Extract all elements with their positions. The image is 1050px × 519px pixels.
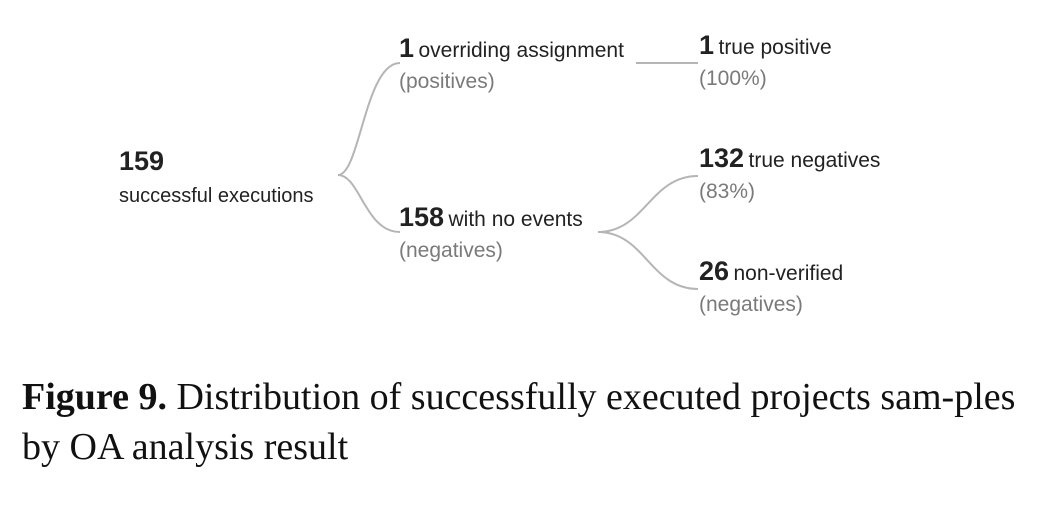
non-verified-node: 26 non-verified (negatives) [699, 256, 844, 317]
true-positive-node: 1 true positive (100%) [699, 30, 832, 91]
true-negatives-sub: (83%) [699, 179, 756, 203]
connector-lines [337, 62, 699, 290]
connector-root-to-positives [337, 62, 401, 176]
positives-node: 1 overriding assignment (positives) [399, 33, 624, 94]
negatives-count: 158 [399, 202, 445, 232]
true-positive-sub: (100%) [699, 66, 767, 90]
true-positive-count: 1 [699, 30, 715, 60]
root-count: 159 [119, 146, 165, 176]
root-node: 159 successful executions [119, 146, 314, 208]
negatives-sub: (negatives) [399, 238, 503, 262]
tree-diagram: 159 successful executions 1 overriding a… [119, 30, 881, 317]
caption-text: Distribution of successfully executed pr… [22, 376, 1016, 468]
negatives-label: with no events [448, 208, 583, 231]
positives-count: 1 [399, 33, 415, 63]
non-verified-count: 26 [699, 256, 730, 286]
true-positive-label: true positive [718, 36, 832, 59]
true-negatives-node: 132 true negatives (83%) [699, 143, 881, 204]
true-negatives-label: true negatives [748, 149, 881, 172]
figure-caption: Figure 9. Distribution of successfully e… [22, 372, 1032, 472]
true-negatives-count: 132 [699, 143, 745, 173]
root-label: successful executions [119, 185, 314, 207]
negatives-node: 158 with no events (negatives) [399, 202, 583, 263]
connector-negatives-to-true-negatives [597, 175, 699, 233]
positives-sub: (positives) [399, 69, 495, 93]
connector-negatives-to-non-verified [597, 231, 699, 290]
caption-label: Figure 9. [22, 376, 167, 418]
non-verified-label: non-verified [733, 262, 844, 285]
positives-label: overriding assignment [418, 39, 624, 62]
non-verified-sub: (negatives) [699, 292, 803, 316]
connector-root-to-negatives [337, 174, 401, 233]
